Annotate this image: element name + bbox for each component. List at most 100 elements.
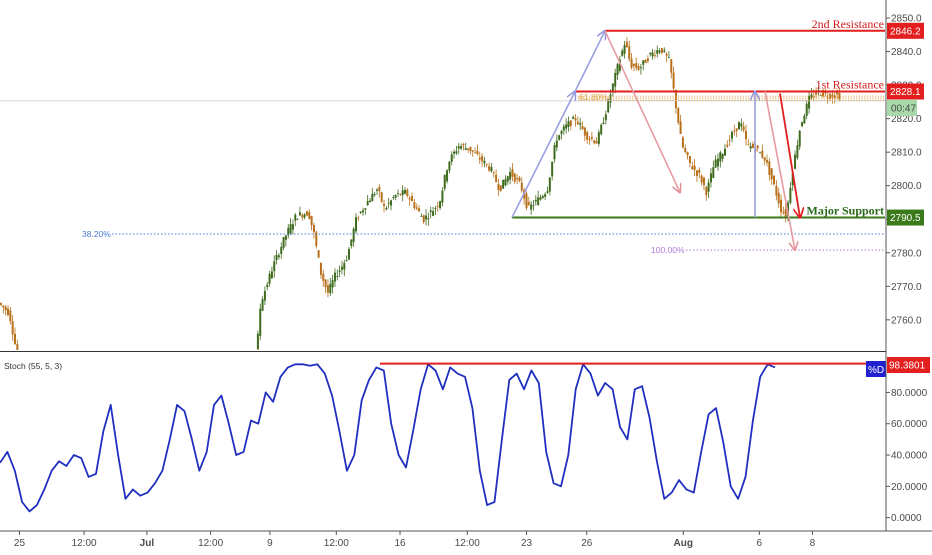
candle-body xyxy=(492,172,495,174)
candle-body xyxy=(9,310,12,322)
candle-body xyxy=(826,97,829,99)
candle-body xyxy=(280,246,283,254)
candle-body xyxy=(294,214,297,221)
candle-body xyxy=(474,152,477,154)
candle-body xyxy=(586,131,589,140)
arrow-down-2 xyxy=(764,91,795,250)
candle-body xyxy=(833,95,836,99)
candle-body xyxy=(801,122,804,127)
candle-body xyxy=(527,202,530,205)
candle-body xyxy=(716,158,719,167)
resistance-1-label: 1st Resistance xyxy=(816,77,884,91)
stoch-line xyxy=(0,363,776,513)
candle-body xyxy=(259,308,262,336)
resistance-2-label: 2nd Resistance xyxy=(812,17,884,31)
candle-body xyxy=(784,209,787,218)
candle-body xyxy=(822,89,825,97)
candle-body xyxy=(548,177,551,192)
fib-38-label: 38.20% xyxy=(82,229,111,239)
candle-body xyxy=(7,308,10,316)
candle-body xyxy=(354,217,357,232)
candle-body xyxy=(11,321,14,335)
candle-body xyxy=(401,190,404,196)
candle-body xyxy=(392,197,395,199)
x-tick-label: Jul xyxy=(140,538,155,549)
candle-body xyxy=(263,290,266,301)
candle-body xyxy=(672,72,675,89)
candle-body xyxy=(504,179,507,186)
candle-body xyxy=(518,177,521,182)
x-tick-label: 12:00 xyxy=(324,538,349,549)
price-tick-label: 2770.0 xyxy=(891,282,922,293)
candle-body xyxy=(530,204,533,210)
x-tick-label: 12:00 xyxy=(72,538,97,549)
candle-body xyxy=(649,52,652,55)
candle-body xyxy=(541,196,544,198)
candle-body xyxy=(667,57,670,59)
candle-body xyxy=(413,202,416,208)
candle-body xyxy=(373,194,376,196)
candle-body xyxy=(2,305,5,308)
candle-body xyxy=(481,155,484,162)
candle-body xyxy=(457,146,460,149)
candle-body xyxy=(376,189,379,191)
candle-body xyxy=(707,182,710,192)
x-tick-label: 8 xyxy=(810,538,816,549)
candle-body xyxy=(361,210,364,213)
candle-body xyxy=(691,166,694,170)
candle-body xyxy=(364,208,367,210)
x-tick-label: 23 xyxy=(521,538,533,549)
candle-body xyxy=(326,285,329,293)
candle-body xyxy=(478,157,481,160)
candle-body xyxy=(469,146,472,152)
candle-body xyxy=(322,273,325,281)
candle-body xyxy=(595,141,598,144)
candle-body xyxy=(723,148,726,156)
candle-body xyxy=(301,214,304,218)
candle-body xyxy=(730,132,733,139)
candle-body xyxy=(429,210,432,213)
candle-body xyxy=(688,156,691,164)
candle-body xyxy=(593,140,596,144)
candle-body xyxy=(763,157,766,161)
candle-body xyxy=(462,144,465,146)
stoch-tick-label: 40.0000 xyxy=(891,451,928,462)
candle-body xyxy=(266,284,269,287)
fib-62-label: 61.80% xyxy=(579,92,608,102)
candle-body xyxy=(422,215,425,222)
price-tick-label: 2760.0 xyxy=(891,315,922,326)
candle-body xyxy=(737,122,740,130)
candle-body xyxy=(345,260,348,261)
candle-body xyxy=(819,95,822,96)
stochastic-pane: Stoch (55, 5, 3) %D xyxy=(0,361,886,513)
candle-body xyxy=(4,306,7,311)
resistance-2-badge-text: 2846.2 xyxy=(890,26,921,37)
stoch-title: Stoch (55, 5, 3) xyxy=(4,361,62,371)
candle-body xyxy=(347,249,350,260)
candle-body xyxy=(282,237,285,248)
candle-body xyxy=(651,52,654,57)
candle-body xyxy=(752,143,755,148)
candle-body xyxy=(378,186,381,192)
candle-body xyxy=(555,140,558,148)
candle-body xyxy=(467,148,470,150)
support-badge-text: 2790.5 xyxy=(890,213,921,224)
candle-body xyxy=(791,173,794,186)
resistance-1-badge-bg xyxy=(887,83,924,100)
candle-body xyxy=(560,130,563,135)
support-label: Major Support xyxy=(807,204,884,218)
candle-body xyxy=(600,124,603,135)
candle-body xyxy=(569,120,572,126)
candle-body xyxy=(639,67,642,69)
stoch-tick-label: 80.0000 xyxy=(891,388,928,399)
stoch-tick-label: 20.0000 xyxy=(891,482,928,493)
candle-body xyxy=(350,239,353,246)
candle-body xyxy=(336,276,339,277)
candle-body xyxy=(425,215,428,220)
candle-body xyxy=(635,63,638,68)
candle-body xyxy=(488,166,491,171)
candle-body xyxy=(700,175,703,183)
candle-body xyxy=(291,224,294,230)
candle-body xyxy=(0,303,2,305)
x-tick-label: 12:00 xyxy=(455,538,480,549)
